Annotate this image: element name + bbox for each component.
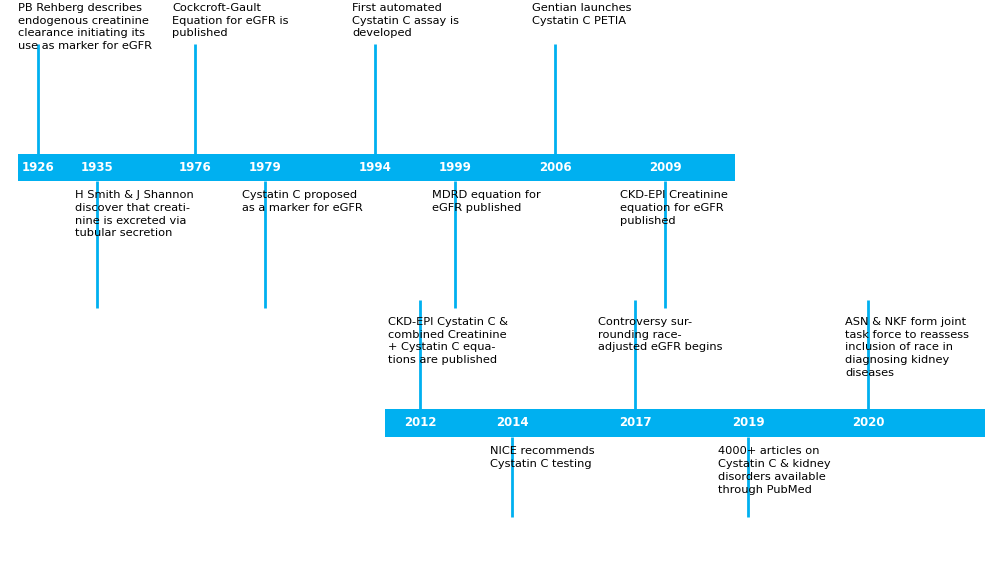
Text: MDRD equation for
eGFR published: MDRD equation for eGFR published — [432, 190, 541, 213]
Text: 1935: 1935 — [81, 161, 113, 174]
Text: 1976: 1976 — [179, 161, 211, 174]
Text: NICE recommends
Cystatin C testing: NICE recommends Cystatin C testing — [490, 446, 595, 469]
Text: 2006: 2006 — [539, 161, 571, 174]
Text: 2014: 2014 — [496, 416, 528, 429]
Text: 2012: 2012 — [404, 416, 436, 429]
Text: ASN & NKF form joint
task force to reassess
inclusion of race in
diagnosing kidn: ASN & NKF form joint task force to reass… — [845, 317, 969, 378]
Text: Controversy sur-
rounding race-
adjusted eGFR begins: Controversy sur- rounding race- adjusted… — [598, 317, 722, 353]
Text: H Smith & J Shannon
discover that creati-
nine is excreted via
tubular secretion: H Smith & J Shannon discover that creati… — [75, 190, 194, 238]
Text: 2017: 2017 — [619, 416, 651, 429]
Text: 4000+ articles on
Cystatin C & kidney
disorders available
through PubMed: 4000+ articles on Cystatin C & kidney di… — [718, 446, 831, 495]
Text: 2020: 2020 — [852, 416, 884, 429]
Text: Cockcroft-Gault
Equation for eGFR is
published: Cockcroft-Gault Equation for eGFR is pub… — [172, 3, 288, 39]
Text: 2019: 2019 — [732, 416, 764, 429]
Text: Cystatin C proposed
as a marker for eGFR: Cystatin C proposed as a marker for eGFR — [242, 190, 363, 213]
Text: 2009: 2009 — [649, 161, 681, 174]
Text: 1999: 1999 — [439, 161, 471, 174]
Text: CKD-EPI Cystatin C &
combined Creatinine
+ Cystatin C equa-
tions are published: CKD-EPI Cystatin C & combined Creatinine… — [388, 317, 508, 365]
Text: PB Rehberg describes
endogenous creatinine
clearance initiating its
use as marke: PB Rehberg describes endogenous creatini… — [18, 3, 152, 51]
Text: 1994: 1994 — [359, 161, 391, 174]
Text: 1926: 1926 — [22, 161, 54, 174]
Text: CKD-EPI Creatinine
equation for eGFR
published: CKD-EPI Creatinine equation for eGFR pub… — [620, 190, 728, 226]
Bar — [18, 154, 735, 181]
Text: Gentian launches
Cystatin C PETIA: Gentian launches Cystatin C PETIA — [532, 3, 632, 26]
Text: 1979: 1979 — [249, 161, 281, 174]
Bar — [385, 409, 985, 437]
Text: First automated
Cystatin C assay is
developed: First automated Cystatin C assay is deve… — [352, 3, 459, 39]
